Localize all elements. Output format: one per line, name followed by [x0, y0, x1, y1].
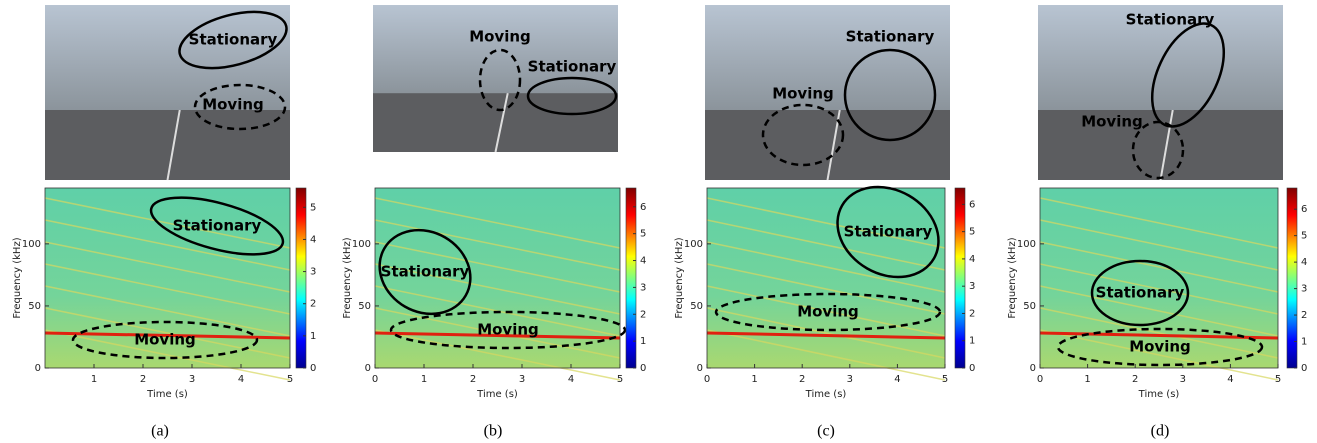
photo-label: Stationary [189, 31, 278, 49]
x-tick-label: 0 [372, 374, 378, 385]
colorbar-tick-label: 6 [1301, 204, 1307, 215]
photo-label: Moving [772, 85, 834, 103]
spectrogram-label: Stationary [173, 217, 262, 235]
y-tick-label: 0 [365, 363, 371, 374]
x-tick-label: 1 [751, 374, 757, 385]
spectrogram-label: Moving [134, 331, 196, 349]
colorbar-tick-label: 4 [1301, 257, 1307, 268]
x-tick-label: 0 [1037, 374, 1043, 385]
x-tick-label: 5 [287, 374, 293, 385]
y-axis-label: Frequency (kHz) [1007, 237, 1018, 318]
colorbar-tick-label: 0 [969, 363, 975, 374]
x-tick-label: 4 [238, 374, 244, 385]
photo-label: Stationary [528, 58, 617, 76]
x-tick-label: 1 [421, 374, 427, 385]
x-axis-label: Time (s) [1138, 389, 1180, 400]
x-tick-label: 1 [91, 374, 97, 385]
y-tick-label: 100 [352, 239, 371, 250]
y-tick-label: 50 [28, 301, 41, 312]
y-tick-label: 0 [35, 363, 41, 374]
x-axis-label: Time (s) [476, 389, 518, 400]
colorbar-tick-label: 1 [640, 336, 646, 347]
y-tick-label: 50 [1023, 301, 1036, 312]
y-tick-label: 50 [690, 301, 703, 312]
figure: StationaryMoving12345050100Time (s)Frequ… [0, 0, 1317, 443]
x-tick-label: 5 [1275, 374, 1281, 385]
x-tick-label: 4 [894, 374, 900, 385]
photo-label: Moving [1081, 113, 1143, 131]
x-tick-label: 3 [519, 374, 525, 385]
x-tick-label: 4 [568, 374, 574, 385]
colorbar-tick-label: 0 [310, 363, 316, 374]
x-tick-label: 3 [189, 374, 195, 385]
x-tick-label: 2 [470, 374, 476, 385]
road [45, 110, 290, 180]
colorbar-tick-label: 3 [640, 282, 646, 293]
colorbar-tick-label: 6 [969, 199, 975, 210]
x-tick-label: 5 [942, 374, 948, 385]
colorbar-tick-label: 5 [640, 229, 646, 240]
x-tick-label: 3 [1180, 374, 1186, 385]
colorbar-tick-label: 3 [969, 281, 975, 292]
caption: (b) [484, 423, 503, 440]
y-tick-label: 0 [1030, 363, 1036, 374]
spectrogram-label: Moving [477, 321, 539, 339]
spectrogram-label: Stationary [844, 223, 933, 241]
photo-label: Stationary [846, 28, 935, 46]
y-axis-label: Frequency (kHz) [342, 237, 353, 318]
x-axis-label: Time (s) [146, 389, 188, 400]
x-tick-label: 2 [1132, 374, 1138, 385]
x-axis-label: Time (s) [805, 389, 847, 400]
y-axis-label: Frequency (kHz) [674, 237, 685, 318]
spectrogram [707, 188, 945, 368]
photo-label: Moving [202, 96, 264, 114]
y-tick-label: 100 [22, 239, 41, 250]
spectrogram-label: Moving [797, 303, 859, 321]
photo-label: Moving [469, 28, 531, 46]
spectrogram-label: Moving [1129, 338, 1191, 356]
caption: (c) [817, 423, 835, 440]
colorbar-tick-label: 2 [969, 308, 975, 319]
colorbar-tick-label: 5 [1301, 231, 1307, 242]
x-tick-label: 1 [1084, 374, 1090, 385]
x-tick-label: 2 [799, 374, 805, 385]
caption: (a) [151, 423, 169, 440]
spectrogram-label: Stationary [1096, 284, 1185, 302]
colorbar-tick-label: 1 [1301, 337, 1307, 348]
colorbar-tick-label: 1 [969, 336, 975, 347]
x-tick-label: 4 [1227, 374, 1233, 385]
colorbar [1287, 188, 1297, 368]
colorbar-tick-label: 6 [640, 202, 646, 213]
y-tick-label: 100 [1017, 239, 1036, 250]
x-tick-label: 3 [847, 374, 853, 385]
spectrogram-label: Stationary [381, 263, 470, 281]
photo-label: Stationary [1126, 11, 1215, 29]
colorbar [296, 188, 306, 368]
x-tick-label: 2 [140, 374, 146, 385]
x-tick-label: 5 [617, 374, 623, 385]
colorbar-tick-label: 0 [1301, 363, 1307, 374]
colorbar-tick-label: 1 [310, 331, 316, 342]
colorbar-tick-label: 2 [640, 309, 646, 320]
y-tick-label: 100 [684, 239, 703, 250]
colorbar-tick-label: 4 [969, 254, 975, 265]
y-tick-label: 0 [697, 363, 703, 374]
y-tick-label: 50 [358, 301, 371, 312]
road [705, 110, 950, 180]
colorbar-tick-label: 2 [1301, 310, 1307, 321]
caption: (d) [1151, 423, 1170, 440]
colorbar-tick-label: 2 [310, 299, 316, 310]
colorbar-tick-label: 4 [640, 256, 646, 267]
colorbar-tick-label: 5 [310, 202, 316, 213]
colorbar-tick-label: 0 [640, 363, 646, 374]
colorbar-tick-label: 3 [1301, 284, 1307, 295]
colorbar-tick-label: 4 [310, 234, 316, 245]
colorbar-tick-label: 5 [969, 227, 975, 238]
x-tick-label: 0 [704, 374, 710, 385]
road [373, 93, 618, 152]
colorbar-tick-label: 3 [310, 267, 316, 278]
y-axis-label: Frequency (kHz) [12, 237, 23, 318]
